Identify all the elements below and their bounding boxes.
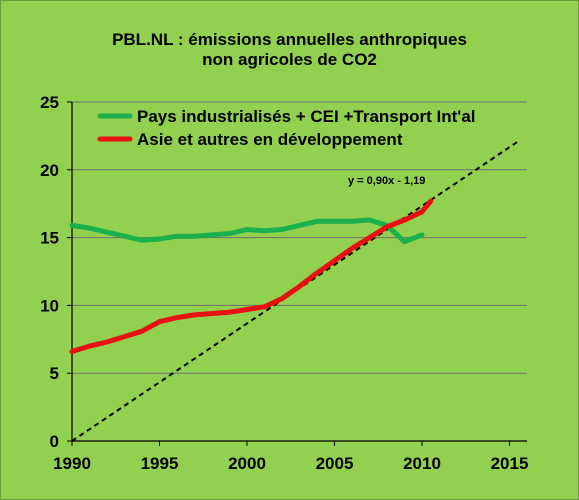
x-tick-label: 2000 bbox=[228, 454, 266, 473]
y-tick-label: 10 bbox=[40, 296, 59, 315]
series-layer bbox=[69, 198, 434, 354]
y-tick-label: 0 bbox=[50, 432, 59, 451]
legend: Pays industrialisés + CEI +Transport Int… bbox=[97, 107, 476, 149]
x-tick-label: 1995 bbox=[141, 454, 179, 473]
legend-label: Asie et autres en développement bbox=[137, 130, 403, 149]
y-tick-label: 20 bbox=[40, 161, 59, 180]
x-tick-label: 2005 bbox=[316, 454, 354, 473]
axis-layer: 0 5 10 15 20 25 1990 1995 2000 2005 2010 2015 bbox=[40, 93, 528, 473]
y-tick-label: 25 bbox=[40, 93, 59, 112]
x-tick-label: 2015 bbox=[491, 454, 529, 473]
trendline-layer: y = 0,90x - 1,19 bbox=[71, 140, 519, 442]
chart-title-line-1: PBL.NL : émissions annuelles anthropique… bbox=[112, 30, 467, 49]
series-line-2 bbox=[69, 198, 434, 354]
legend-label: Pays industrialisés + CEI +Transport Int… bbox=[137, 107, 476, 126]
x-tick-label: 2010 bbox=[403, 454, 441, 473]
chart-title-line-2: non agricoles de CO2 bbox=[202, 50, 377, 69]
y-tick-label: 5 bbox=[50, 364, 59, 383]
y-tick-label: 15 bbox=[40, 229, 59, 248]
series-line-1 bbox=[69, 217, 425, 245]
x-tick-label: 1990 bbox=[53, 454, 91, 473]
trendline-equation: y = 0,90x - 1,19 bbox=[348, 175, 425, 187]
